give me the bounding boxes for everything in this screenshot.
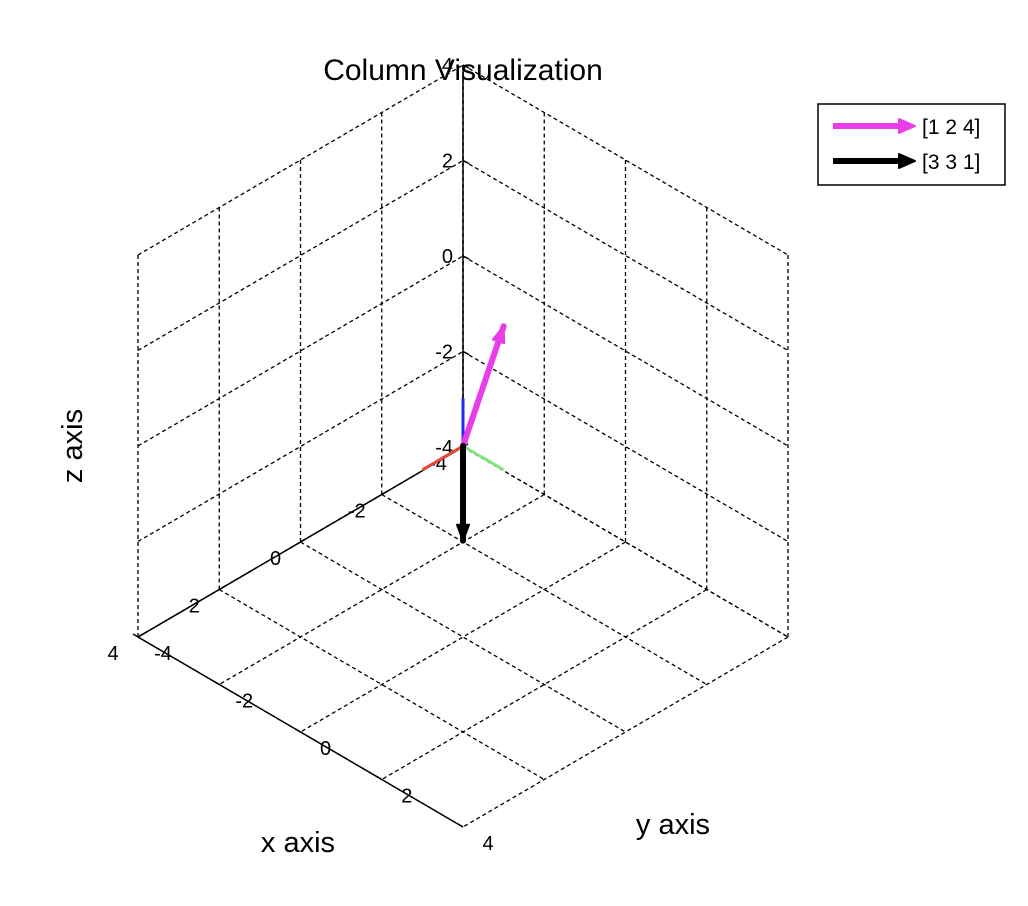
z-tick-mark: [462, 64, 470, 69]
y-tick-mark: [132, 633, 139, 638]
z-tick-mark: [462, 159, 470, 165]
x-tick-label: 2: [189, 596, 200, 618]
grid-line-floor-y: [462, 636, 789, 828]
tick-marks: [132, 64, 470, 828]
legend-box: [817, 103, 1006, 186]
y-tick-mark: [457, 823, 464, 828]
vector-arrows: [456, 323, 507, 544]
x-tick-mark: [381, 490, 388, 496]
y-tick-label: 0: [320, 738, 331, 760]
x-tick-label: 0: [270, 548, 281, 570]
z-tick-label: -2: [435, 342, 453, 364]
y-tick-mark: [376, 775, 383, 781]
vector-arrow-1: [460, 323, 507, 449]
reference-axis-y: [462, 444, 505, 472]
y-tick-label: -2: [235, 691, 253, 713]
y-axis-label: y axis: [636, 809, 710, 841]
x-axis-label: x axis: [261, 827, 335, 859]
legend: [1 2 4] [3 3 1]: [817, 103, 1006, 186]
x-tick-label: -2: [348, 501, 366, 523]
x-tick-mark: [137, 633, 144, 638]
y-tick-label: 4: [482, 833, 493, 855]
y-tick-label: 2: [401, 786, 412, 808]
z-tick-label: 4: [442, 55, 453, 77]
legend-label-1: [1 2 4]: [922, 116, 980, 139]
y-tick-mark: [295, 728, 301, 733]
legend-arrowhead-2: [898, 153, 916, 169]
z-tick-label: 2: [442, 151, 453, 173]
legend-arrowhead-1: [898, 118, 916, 134]
legend-label-2: [3 3 1]: [922, 151, 980, 174]
y-tick-mark: [213, 680, 220, 686]
vector-arrowhead-1: [491, 325, 506, 345]
reference-axis-x: [421, 444, 464, 472]
z-tick-mark: [462, 350, 470, 356]
z-tick-label: 0: [442, 246, 453, 268]
y-tick-label: -4: [154, 643, 172, 665]
x-tick-label: 4: [107, 643, 118, 665]
vector-arrowhead-2: [456, 523, 470, 542]
z-axis-label: z axis: [57, 409, 89, 483]
x-tick-mark: [218, 585, 225, 591]
z-tick-mark: [462, 255, 470, 260]
x-tick-mark: [300, 538, 306, 543]
